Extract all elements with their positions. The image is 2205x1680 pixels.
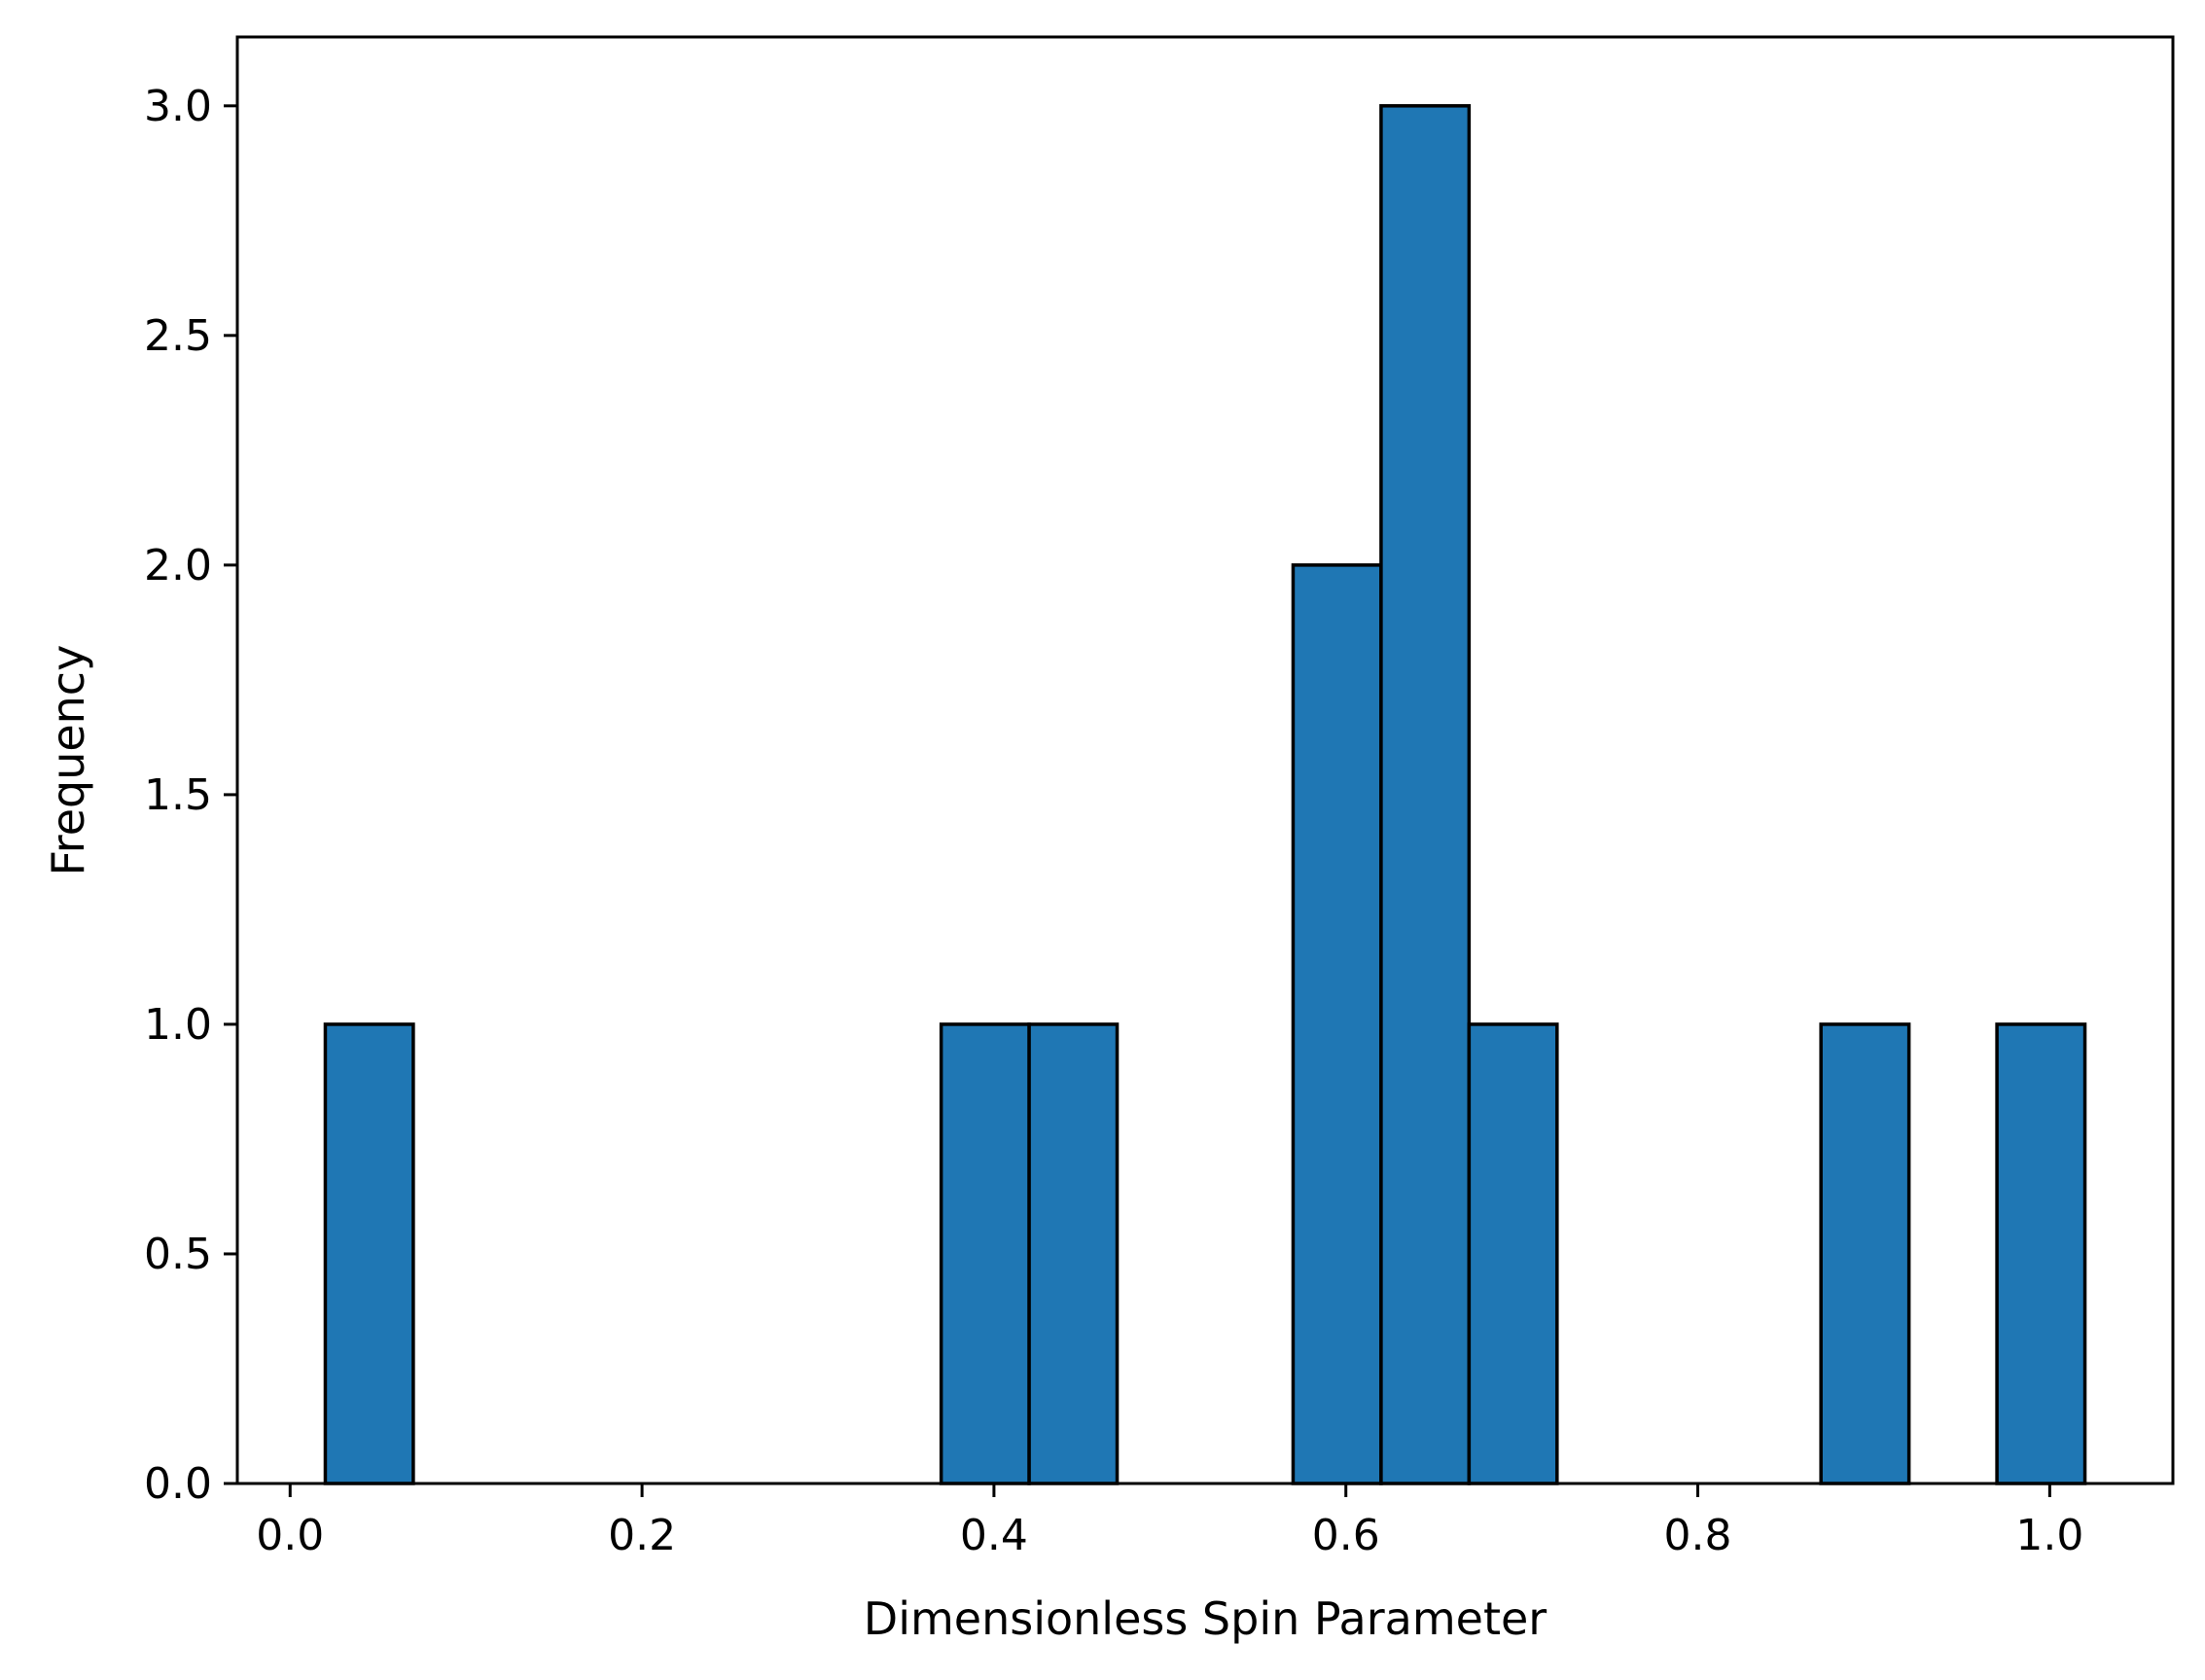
x-tick-label: 0.0 (256, 1511, 324, 1560)
y-tick-label: 1.0 (144, 1000, 212, 1050)
x-tick-label: 0.2 (608, 1511, 676, 1560)
histogram-bar (323, 1022, 415, 1485)
y-tick-label: 3.0 (144, 82, 212, 131)
x-tick-label: 0.8 (1664, 1511, 1732, 1560)
bars-group (323, 104, 2087, 1485)
histogram-bar (1467, 1022, 1559, 1485)
y-axis-ticks: 0.0 0.5 1.0 1.5 2.0 2.5 3.0 (144, 82, 237, 1509)
x-tick-label: 0.6 (1312, 1511, 1380, 1560)
plot-frame (235, 35, 2175, 1485)
histogram-bar (1819, 1022, 1911, 1485)
x-tick-label: 1.0 (2015, 1511, 2083, 1560)
histogram-bar (1027, 1022, 1120, 1485)
y-tick-label: 0.5 (144, 1230, 212, 1279)
x-axis-label: Dimensionless Spin Parameter (864, 1592, 1547, 1645)
y-tick-label: 0.0 (144, 1459, 212, 1509)
y-tick-label: 2.5 (144, 311, 212, 361)
histogram-bar (939, 1022, 1031, 1485)
y-tick-label: 2.0 (144, 541, 212, 590)
y-axis-label: Frequency (42, 645, 94, 876)
y-tick-label: 1.5 (144, 770, 212, 820)
histogram-bar (1291, 563, 1383, 1485)
x-axis-ticks: 0.0 0.2 0.4 0.6 0.8 1.0 (256, 1483, 2083, 1560)
histogram-bar (1995, 1022, 2087, 1485)
histogram-bar (1379, 104, 1472, 1485)
x-tick-label: 0.4 (960, 1511, 1028, 1560)
